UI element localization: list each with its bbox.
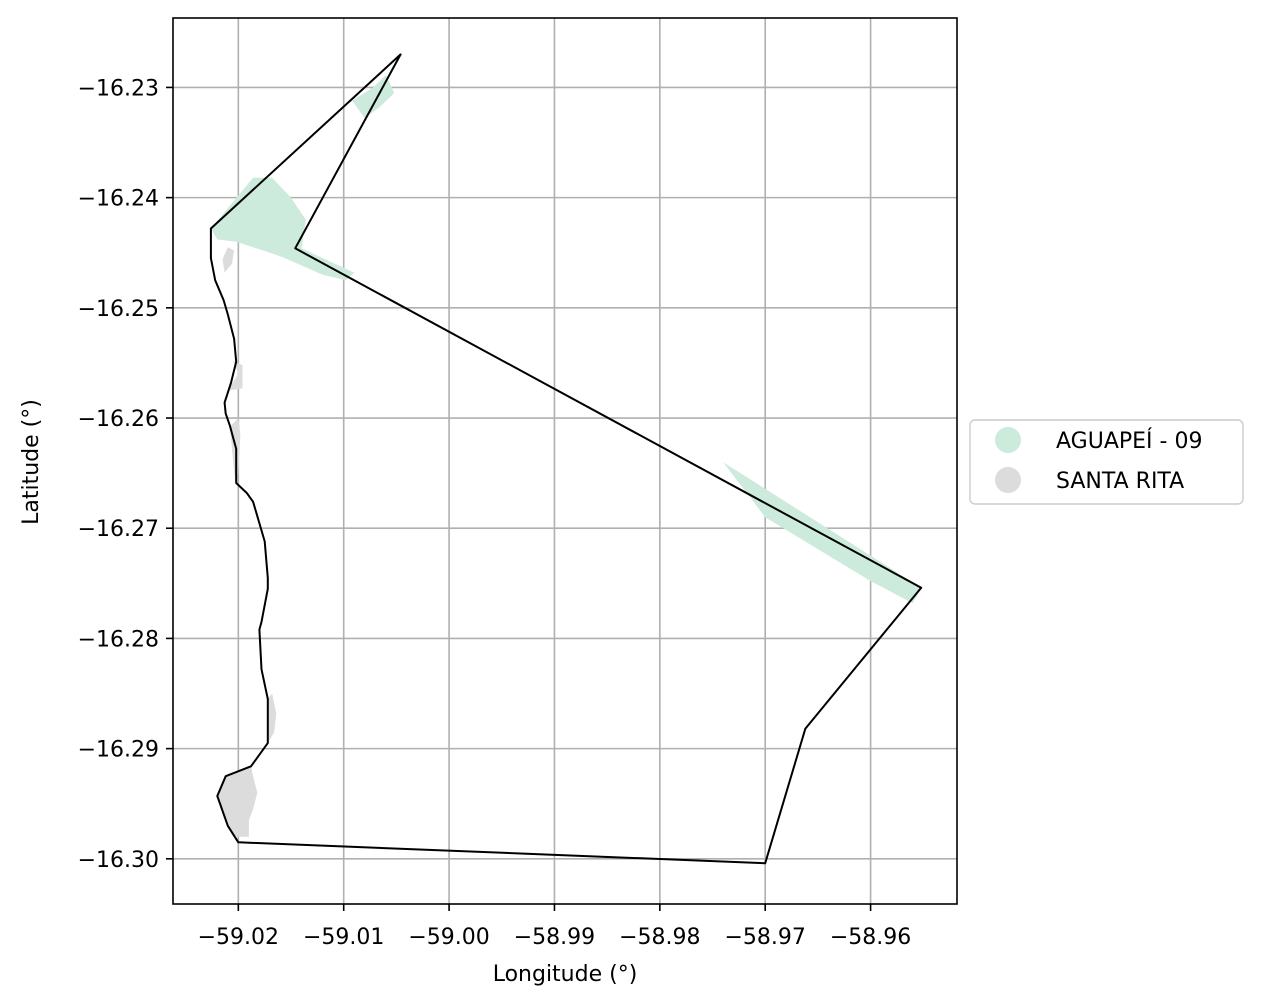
y-tick-label: −16.23 — [78, 76, 159, 101]
y-tick-label: −16.28 — [78, 627, 159, 652]
y-axis-label: Latitude (°) — [19, 399, 44, 525]
x-tick-label: −58.97 — [725, 925, 806, 950]
x-tick-label: −59.00 — [408, 925, 489, 950]
y-tick-label: −16.24 — [78, 187, 159, 212]
y-tick-label: −16.30 — [78, 848, 159, 873]
y-tick-label: −16.29 — [78, 738, 159, 763]
boundary — [209, 53, 923, 865]
x-tick-label: −58.96 — [830, 925, 911, 950]
x-tick-label: −58.98 — [619, 925, 700, 950]
plot-frame — [172, 17, 958, 905]
legend: AGUAPEÍ - 09 SANTA RITA — [969, 419, 1244, 505]
x-axis-label: Longitude (°) — [493, 962, 638, 987]
grid — [173, 18, 957, 904]
area-santa-rita — [222, 247, 235, 273]
area-santa-rita — [267, 693, 277, 744]
x-tick-label: −59.01 — [303, 925, 384, 950]
y-tick-label: −16.27 — [78, 517, 159, 542]
x-tick-label: −59.02 — [198, 925, 279, 950]
area-santa-rita — [217, 766, 258, 837]
boundary-outline — [209, 53, 923, 865]
y-tick-label: −16.25 — [78, 297, 159, 322]
x-tick-label: −58.99 — [514, 925, 595, 950]
legend-label-aguapei: AGUAPEÍ - 09 — [1056, 428, 1202, 454]
areas — [210, 75, 922, 837]
area-santa-rita — [227, 360, 243, 391]
ticks: −59.02 −59.01 −59.00 −58.99 −58.98 −58.97 −58.… — [78, 76, 912, 950]
legend-marker-aguapei — [995, 427, 1021, 453]
legend-marker-santa-rita — [995, 467, 1021, 493]
y-tick-label: −16.26 — [78, 407, 159, 432]
area-aguapei-09 — [210, 177, 355, 281]
legend-label-santa-rita: SANTA RITA — [1056, 469, 1184, 494]
area-aguapei-09 — [723, 462, 922, 604]
legend-frame — [969, 419, 1244, 505]
